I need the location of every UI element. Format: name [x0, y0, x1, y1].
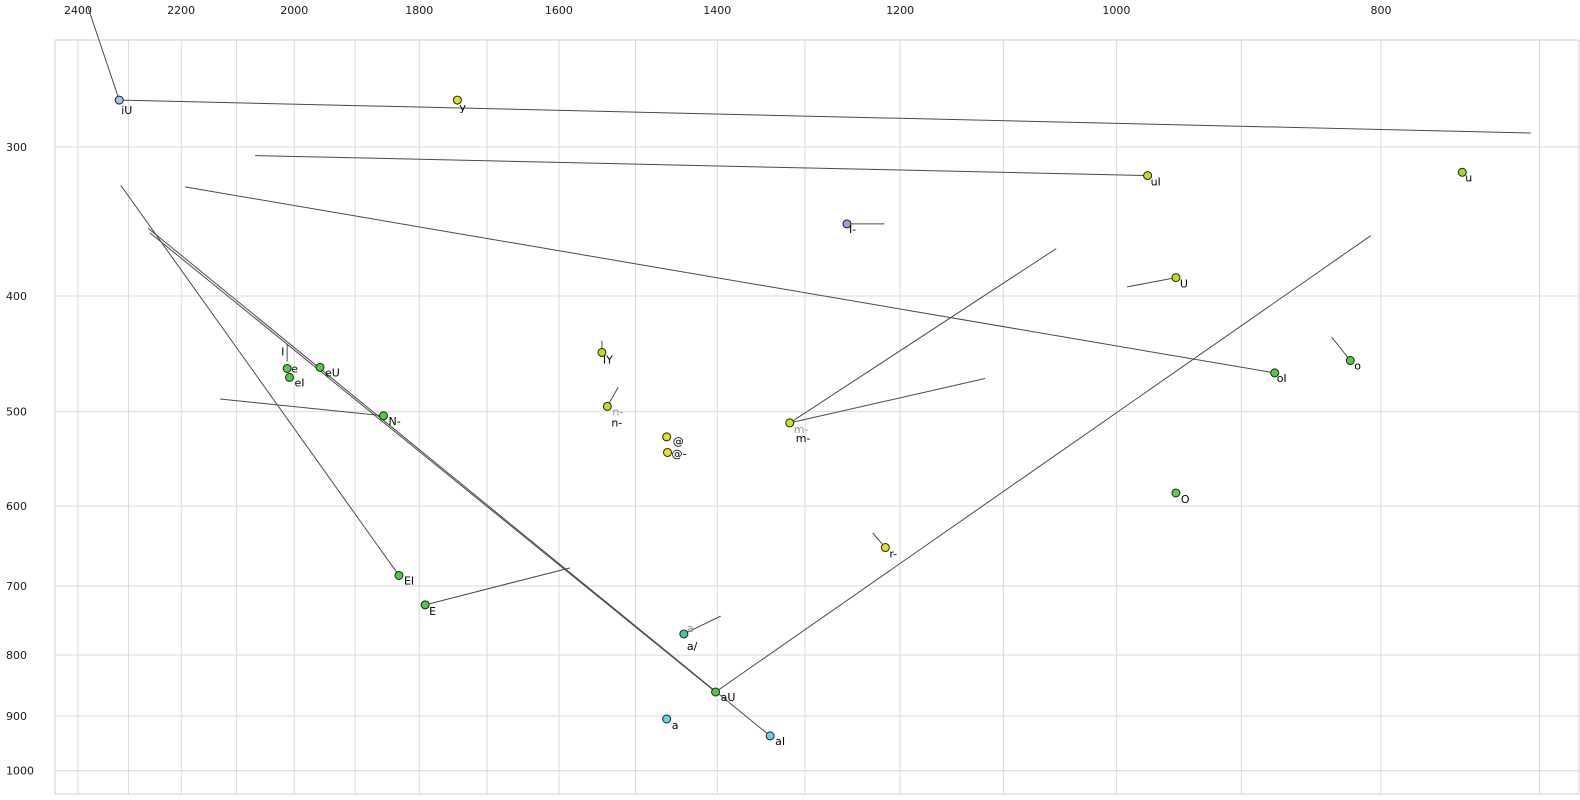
y-tick-label: 400: [6, 290, 27, 303]
vowel-point-o[interactable]: [1345, 356, 1355, 366]
trajectory-N-line: [220, 398, 384, 417]
vowel-point-oI[interactable]: [1270, 368, 1280, 378]
trajectory-iU-tail: [87, 6, 120, 101]
y-tick-label: 500: [6, 406, 27, 419]
vowel-label-@-: @-: [672, 447, 687, 460]
vowel-point-uI[interactable]: [1143, 171, 1153, 181]
vowel-label-o: o: [1354, 360, 1361, 373]
vowel-point-IY[interactable]: [597, 347, 607, 357]
trajectory-aU-glide-front: [149, 232, 716, 693]
x-tick-label: 2200: [167, 4, 195, 17]
vowel-point-eU[interactable]: [315, 362, 325, 372]
vowel-label-oI: oI: [1277, 372, 1287, 385]
vowel-label-iU: iU: [121, 104, 132, 117]
vowel-ghost-label-m-: m-: [794, 423, 809, 436]
vowel-point-N-[interactable]: [379, 411, 389, 421]
vowel-point-O[interactable]: [1171, 488, 1181, 498]
vowel-point-u[interactable]: [1457, 167, 1467, 177]
trajectory-a-slash-tick: [683, 615, 721, 635]
vowel-point-eI[interactable]: [285, 372, 295, 382]
vowel-label-a: a: [672, 719, 679, 732]
vowel-label-y: y: [459, 101, 466, 114]
vowel-point-iU[interactable]: [114, 95, 124, 105]
trajectory-m-line-1: [789, 248, 1057, 424]
vowel-label-n-: n-: [611, 416, 622, 429]
x-tick-label: 2000: [280, 4, 308, 17]
vowel-point-@[interactable]: [662, 432, 672, 442]
vowel-label-I: I: [281, 345, 284, 358]
vowel-ghost-label-a: a: [687, 622, 694, 635]
trajectory-U-tick: [1126, 277, 1177, 288]
vowel-point-n-[interactable]: [602, 401, 612, 411]
vowel-label-EI: EI: [404, 574, 414, 587]
plot-border: [54, 39, 1580, 795]
y-tick-label: 1000: [6, 765, 34, 778]
vowel-label-uI: uI: [1151, 176, 1161, 189]
vowel-label-aI: aI: [775, 735, 785, 748]
y-tick-label: 700: [6, 580, 27, 593]
trajectory-E-line: [425, 567, 571, 606]
vowel-point-U[interactable]: [1171, 273, 1181, 283]
y-tick-label: 900: [6, 710, 27, 723]
vowel-point-y[interactable]: [452, 95, 462, 105]
x-tick-label: 1600: [545, 4, 573, 17]
y-tick-label: 800: [6, 649, 27, 662]
vowel-label-U: U: [1180, 278, 1188, 291]
y-tick-label: 600: [6, 500, 27, 513]
vowel-label-E: E: [429, 605, 436, 618]
trajectory-aI-glide: [147, 227, 771, 737]
x-tick-label: 2400: [64, 4, 92, 17]
vowel-ghost-label-n-: n-: [612, 405, 623, 418]
vowel-label-m-: m-: [796, 432, 811, 445]
vowel-label-I-: I-: [849, 223, 856, 236]
vowel-label-N-: N-: [389, 415, 401, 428]
vowel-label-u: u: [1465, 171, 1472, 184]
vowel-point-e[interactable]: [282, 363, 292, 373]
vowel-label-eU: eU: [325, 366, 340, 379]
vowel-point-I-[interactable]: [842, 219, 852, 229]
x-tick-label: 1400: [703, 4, 731, 17]
x-tick-label: 1000: [1102, 4, 1130, 17]
vowel-label-aU: aU: [721, 691, 736, 704]
vowel-label-IY: IY: [603, 353, 613, 366]
trajectory-EI-glide: [120, 185, 400, 576]
x-tick-label: 800: [1371, 4, 1392, 17]
vowel-label-e: e: [291, 362, 298, 375]
vowel-label-@: @: [673, 435, 684, 448]
vowel-label-eI: eI: [295, 376, 305, 389]
vowel-point-a[interactable]: [662, 714, 672, 724]
vowel-point-a/[interactable]: [679, 629, 689, 639]
y-tick-label: 300: [6, 141, 27, 154]
vowel-label-r-: r-: [889, 548, 897, 561]
vowel-point-aU[interactable]: [711, 687, 721, 697]
trajectory-aU-glide-back: [715, 235, 1371, 693]
trajectory-o-tick: [1331, 336, 1351, 361]
vowel-label-O: O: [1181, 493, 1190, 506]
x-tick-label: 1200: [886, 4, 914, 17]
vowel-point-m-[interactable]: [785, 418, 795, 428]
vowel-point-r-[interactable]: [880, 543, 890, 553]
trajectory-iU-glide: [119, 99, 1531, 134]
trajectory-oI-glide: [184, 186, 1275, 374]
vowel-point-@-[interactable]: [663, 447, 673, 457]
x-tick-label: 1800: [405, 4, 433, 17]
trajectory-uI-glide: [255, 155, 1148, 177]
vowel-point-aI[interactable]: [765, 731, 775, 741]
trajectory-m-line-2: [789, 378, 986, 424]
vowel-label-a/: a/: [687, 640, 698, 653]
vowel-point-EI[interactable]: [394, 570, 404, 580]
vowel-point-E[interactable]: [420, 600, 430, 610]
